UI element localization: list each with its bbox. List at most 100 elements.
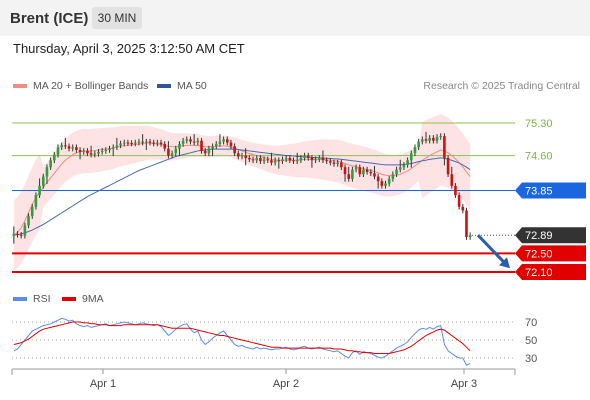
candle-body [262,159,266,162]
candle-body [189,139,192,142]
candle-body [75,147,78,151]
candle-body [321,157,325,161]
candle-body [384,183,387,186]
candle-body [314,159,317,161]
candle-body [167,148,170,156]
candle-body [354,167,358,170]
level-tag-72.89 [515,227,586,244]
rsi-line [13,317,471,366]
instrument-title: Brent (ICE) [10,10,89,27]
candle-body [78,150,82,152]
candle-body [325,160,328,162]
candle-body [67,146,71,149]
candle-body [299,157,303,161]
x-tick-label: Apr 3 [451,378,477,390]
candle-body [450,174,454,186]
candle-body [93,153,97,155]
candle-body [391,174,395,179]
candle-body [207,148,211,154]
rsi-level-label-70: 70 [525,317,537,329]
candle-body [406,160,409,165]
candle-body [203,150,207,154]
candle-body [259,157,262,162]
candle-body [310,157,314,161]
candle-body [468,235,472,238]
candle-body [156,142,159,144]
candle-body [457,195,461,207]
candle-body [428,137,431,141]
level-label-72.10: 72.10 [525,267,553,279]
candle-body [64,145,67,147]
candle-body [222,139,225,142]
rsi-swatch [13,297,27,301]
candle-body [82,150,86,152]
ma50-swatch [157,84,171,88]
research-credit: Research © 2025 Trading Central [423,80,580,92]
candle-body [398,167,402,170]
candle-body [137,141,141,143]
candle-body [12,233,16,237]
ma50-line [13,148,471,236]
legend-9ma: 9MA [62,293,104,305]
candle-body [185,139,189,141]
candle-body [71,147,75,149]
candle-body [270,160,273,163]
candle-body [27,216,30,226]
candle-body [421,139,424,142]
candle-body [38,185,41,196]
x-tick-label: Apr 1 [90,378,116,390]
candle-body [432,137,435,141]
candle-body [248,157,251,160]
candle-body [16,233,19,235]
candle-body [192,141,196,143]
level-label-74.60: 74.60 [525,151,553,163]
candle-body [174,148,178,154]
candle-body [409,153,413,161]
candle-body [41,176,45,186]
candle-body [343,167,347,175]
candle-body [317,157,321,160]
candle-body [237,153,240,157]
candle-body [148,141,152,143]
level-tag-73.85 [515,182,586,199]
candle-body [178,143,181,149]
candle-body [49,160,52,168]
projection-arrow-head [499,257,510,269]
candle-body [295,160,299,162]
candle-body [60,145,63,148]
candle-body [365,169,369,172]
candle-body [152,142,155,144]
bollinger-swatch [13,84,27,88]
candle-body [218,141,222,144]
projection-arrow [476,234,508,266]
candle-body [380,181,384,186]
candle-body [329,161,332,163]
candle-body [244,155,247,158]
timeframe-badge[interactable]: 30 MIN [92,7,142,29]
candle-body [97,151,100,154]
candle-body [288,157,292,161]
candle-body [439,136,443,138]
candle-body [454,185,457,196]
candle-body [100,150,104,152]
candle-body [225,139,229,143]
candle-body [424,139,428,141]
candle-body [277,160,281,162]
candle-body [369,171,373,174]
candle-body [122,142,126,144]
candle-body [284,157,288,160]
candle-body [351,169,354,179]
candle-body [435,136,439,141]
level-label-72.50: 72.50 [525,248,553,260]
ma50-label: MA 50 [177,80,207,92]
candle-body [340,162,343,168]
candle-body [141,141,144,143]
chart-header: Brent (ICE) 30 MIN [0,0,590,36]
candle-body [332,162,336,164]
candle-body [53,154,56,161]
candle-body [163,143,167,149]
rsi-label: RSI [33,293,51,305]
candle-body [23,225,27,236]
candle-body [240,155,244,157]
